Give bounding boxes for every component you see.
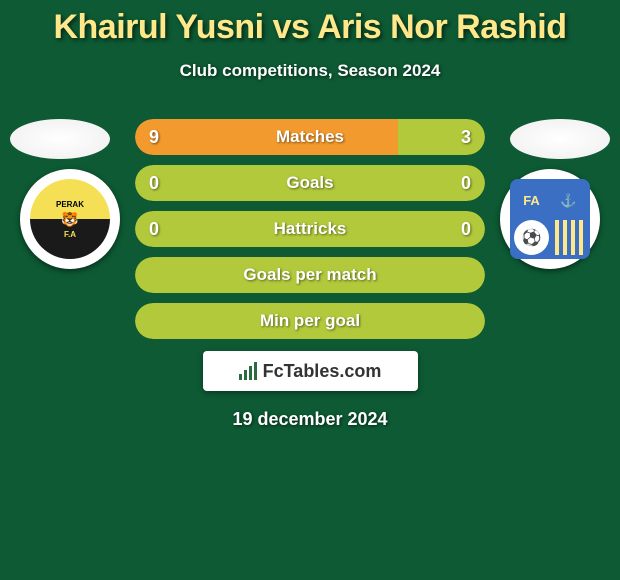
- date-text: 19 december 2024: [0, 409, 620, 430]
- stat-label: Hattricks: [135, 219, 485, 239]
- stripes-icon: [551, 220, 586, 255]
- crest-icon: ⚓: [551, 183, 586, 218]
- stat-row: 00Goals: [135, 165, 485, 201]
- stat-row: Min per goal: [135, 303, 485, 339]
- stat-label: Matches: [135, 127, 485, 147]
- team-right-tl: FA: [514, 183, 549, 218]
- stat-label: Goals per match: [135, 265, 485, 285]
- ball-icon: ⚽: [514, 220, 549, 255]
- stat-row: 93Matches: [135, 119, 485, 155]
- chart-icon: [239, 362, 257, 380]
- stat-label: Goals: [135, 173, 485, 193]
- team-left-name: PERAK: [56, 200, 84, 209]
- player-photo-left: [10, 119, 110, 159]
- stat-row: 00Hattricks: [135, 211, 485, 247]
- stat-label: Min per goal: [135, 311, 485, 331]
- team-logo-right: FA ⚓ ⚽: [500, 169, 600, 269]
- player-photo-right: [510, 119, 610, 159]
- stat-rows: 93Matches 00Goals 00Hattricks Goals per mat…: [135, 119, 485, 339]
- stat-row: Goals per match: [135, 257, 485, 293]
- page-title: Khairul Yusni vs Aris Nor Rashid: [0, 0, 620, 47]
- branding-badge: FcTables.com: [203, 351, 418, 391]
- branding-text: FcTables.com: [263, 361, 382, 382]
- comparison-area: PERAK 🐯 F.A FA ⚓ ⚽ 93Matches 00Goals 00Hat…: [0, 119, 620, 339]
- team-logo-left: PERAK 🐯 F.A: [20, 169, 120, 269]
- team-left-sub: F.A: [64, 230, 76, 239]
- subtitle: Club competitions, Season 2024: [0, 61, 620, 81]
- tiger-icon: 🐯: [61, 211, 78, 228]
